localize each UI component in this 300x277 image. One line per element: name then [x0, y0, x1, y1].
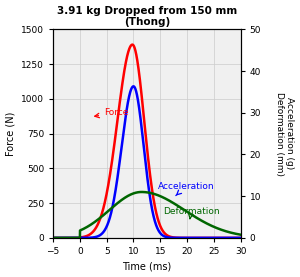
- Y-axis label: Force (N): Force (N): [6, 111, 16, 156]
- Y-axis label: Acceleration (g)
Deformation (mm): Acceleration (g) Deformation (mm): [275, 92, 294, 176]
- Text: Force: Force: [95, 108, 128, 118]
- Text: Deformation: Deformation: [163, 207, 220, 219]
- Title: 3.91 kg Dropped from 150 mm
(Thong): 3.91 kg Dropped from 150 mm (Thong): [57, 6, 237, 27]
- X-axis label: Time (ms): Time (ms): [122, 261, 172, 271]
- Text: Acceleration: Acceleration: [158, 182, 214, 196]
